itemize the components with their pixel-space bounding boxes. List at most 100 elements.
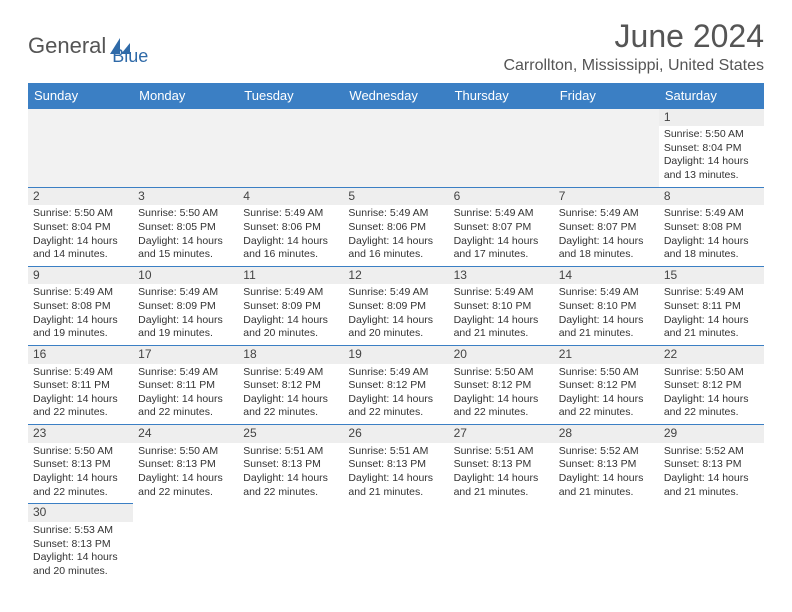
calendar-day-cell: 2Sunrise: 5:50 AMSunset: 8:04 PMDaylight… <box>28 187 133 266</box>
day-details: Sunrise: 5:49 AMSunset: 8:12 PMDaylight:… <box>348 366 443 421</box>
header: General Blue June 2024 Carrollton, Missi… <box>28 18 764 75</box>
day-details: Sunrise: 5:50 AMSunset: 8:12 PMDaylight:… <box>664 366 759 421</box>
day-number: 17 <box>133 346 238 364</box>
day-number: 18 <box>238 346 343 364</box>
day-number: 16 <box>28 346 133 364</box>
calendar-body: 1Sunrise: 5:50 AMSunset: 8:04 PMDaylight… <box>28 109 764 583</box>
logo: General Blue <box>28 24 148 67</box>
day-details: Sunrise: 5:50 AMSunset: 8:05 PMDaylight:… <box>138 207 233 262</box>
calendar-empty-cell <box>554 504 659 583</box>
day-details: Sunrise: 5:50 AMSunset: 8:12 PMDaylight:… <box>559 366 654 421</box>
calendar-empty-cell <box>343 109 448 188</box>
calendar-day-cell: 5Sunrise: 5:49 AMSunset: 8:06 PMDaylight… <box>343 187 448 266</box>
day-number: 30 <box>28 504 133 522</box>
day-details: Sunrise: 5:49 AMSunset: 8:07 PMDaylight:… <box>559 207 654 262</box>
logo-text-general: General <box>28 33 106 59</box>
day-number: 29 <box>659 425 764 443</box>
calendar-day-cell: 27 Sunrise: 5:51 AMSunset: 8:13 PMDayligh… <box>449 425 554 504</box>
day-details: Sunrise: 5:49 AMSunset: 8:11 PMDaylight:… <box>138 366 233 421</box>
day-details: Sunrise: 5:50 AMSunset: 8:13 PMDaylight:… <box>33 445 128 500</box>
title-block: June 2024 Carrollton, Mississippi, Unite… <box>503 18 764 75</box>
calendar-day-cell: 18 Sunrise: 5:49 AMSunset: 8:12 PMDayligh… <box>238 345 343 424</box>
calendar-empty-cell <box>659 504 764 583</box>
day-details: Sunrise: 5:49 AMSunset: 8:09 PMDaylight:… <box>348 286 443 341</box>
calendar-day-cell: 20 Sunrise: 5:50 AMSunset: 8:12 PMDayligh… <box>449 345 554 424</box>
day-details: Sunrise: 5:49 AMSunset: 8:09 PMDaylight:… <box>138 286 233 341</box>
day-details: Sunrise: 5:50 AMSunset: 8:12 PMDaylight:… <box>454 366 549 421</box>
day-details: Sunrise: 5:51 AMSunset: 8:13 PMDaylight:… <box>454 445 549 500</box>
calendar-empty-cell <box>238 504 343 583</box>
weekday-header-row: SundayMondayTuesdayWednesdayThursdayFrid… <box>28 83 764 109</box>
calendar-day-cell: 6Sunrise: 5:49 AMSunset: 8:07 PMDaylight… <box>449 187 554 266</box>
day-details: Sunrise: 5:49 AMSunset: 8:12 PMDaylight:… <box>243 366 338 421</box>
day-details: Sunrise: 5:51 AMSunset: 8:13 PMDaylight:… <box>348 445 443 500</box>
calendar-day-cell: 30 Sunrise: 5:53 AMSunset: 8:13 PMDayligh… <box>28 504 133 583</box>
day-number: 20 <box>449 346 554 364</box>
day-number: 15 <box>659 267 764 285</box>
day-number: 27 <box>449 425 554 443</box>
day-number: 9 <box>28 267 133 285</box>
day-details: Sunrise: 5:49 AMSunset: 8:08 PMDaylight:… <box>664 207 759 262</box>
calendar-day-cell: 16 Sunrise: 5:49 AMSunset: 8:11 PMDayligh… <box>28 345 133 424</box>
day-number: 11 <box>238 267 343 285</box>
calendar-day-cell: 29 Sunrise: 5:52 AMSunset: 8:13 PMDayligh… <box>659 425 764 504</box>
calendar-day-cell: 3Sunrise: 5:50 AMSunset: 8:05 PMDaylight… <box>133 187 238 266</box>
weekday-header: Sunday <box>28 83 133 109</box>
calendar-day-cell: 28Sunrise: 5:52 AMSunset: 8:13 PMDayligh… <box>554 425 659 504</box>
day-number: 24 <box>133 425 238 443</box>
day-details: Sunrise: 5:49 AMSunset: 8:06 PMDaylight:… <box>243 207 338 262</box>
day-number: 8 <box>659 188 764 206</box>
calendar-day-cell: 15Sunrise: 5:49 AMSunset: 8:11 PMDayligh… <box>659 266 764 345</box>
day-number: 3 <box>133 188 238 206</box>
calendar-week-row: 2Sunrise: 5:50 AMSunset: 8:04 PMDaylight… <box>28 187 764 266</box>
calendar-table: SundayMondayTuesdayWednesdayThursdayFrid… <box>28 83 764 582</box>
calendar-day-cell: 24 Sunrise: 5:50 AMSunset: 8:13 PMDayligh… <box>133 425 238 504</box>
weekday-header: Wednesday <box>343 83 448 109</box>
calendar-empty-cell <box>133 109 238 188</box>
calendar-empty-cell <box>28 109 133 188</box>
calendar-day-cell: 14Sunrise: 5:49 AMSunset: 8:10 PMDayligh… <box>554 266 659 345</box>
calendar-empty-cell <box>133 504 238 583</box>
weekday-header: Tuesday <box>238 83 343 109</box>
calendar-week-row: 16 Sunrise: 5:49 AMSunset: 8:11 PMDayligh… <box>28 345 764 424</box>
calendar-day-cell: 26Sunrise: 5:51 AMSunset: 8:13 PMDayligh… <box>343 425 448 504</box>
location-text: Carrollton, Mississippi, United States <box>503 57 764 75</box>
day-details: Sunrise: 5:50 AMSunset: 8:13 PMDaylight:… <box>138 445 233 500</box>
weekday-header: Saturday <box>659 83 764 109</box>
calendar-empty-cell <box>449 504 554 583</box>
calendar-day-cell: 4Sunrise: 5:49 AMSunset: 8:06 PMDaylight… <box>238 187 343 266</box>
day-details: Sunrise: 5:52 AMSunset: 8:13 PMDaylight:… <box>559 445 654 500</box>
calendar-day-cell: 23 Sunrise: 5:50 AMSunset: 8:13 PMDayligh… <box>28 425 133 504</box>
day-details: Sunrise: 5:49 AMSunset: 8:07 PMDaylight:… <box>454 207 549 262</box>
day-details: Sunrise: 5:49 AMSunset: 8:11 PMDaylight:… <box>33 366 128 421</box>
calendar-week-row: 1Sunrise: 5:50 AMSunset: 8:04 PMDaylight… <box>28 109 764 188</box>
day-number: 19 <box>343 346 448 364</box>
month-title: June 2024 <box>503 18 764 55</box>
calendar-week-row: 23 Sunrise: 5:50 AMSunset: 8:13 PMDayligh… <box>28 425 764 504</box>
day-details: Sunrise: 5:49 AMSunset: 8:10 PMDaylight:… <box>454 286 549 341</box>
day-details: Sunrise: 5:49 AMSunset: 8:11 PMDaylight:… <box>664 286 759 341</box>
day-number: 1 <box>659 109 764 127</box>
calendar-empty-cell <box>343 504 448 583</box>
calendar-day-cell: 21 Sunrise: 5:50 AMSunset: 8:12 PMDayligh… <box>554 345 659 424</box>
day-number: 2 <box>28 188 133 206</box>
calendar-day-cell: 9Sunrise: 5:49 AMSunset: 8:08 PMDaylight… <box>28 266 133 345</box>
day-details: Sunrise: 5:52 AMSunset: 8:13 PMDaylight:… <box>664 445 759 500</box>
calendar-day-cell: 11Sunrise: 5:49 AMSunset: 8:09 PMDayligh… <box>238 266 343 345</box>
day-details: Sunrise: 5:50 AMSunset: 8:04 PMDaylight:… <box>664 128 759 183</box>
day-number: 12 <box>343 267 448 285</box>
day-number: 13 <box>449 267 554 285</box>
day-number: 7 <box>554 188 659 206</box>
calendar-day-cell: 19 Sunrise: 5:49 AMSunset: 8:12 PMDayligh… <box>343 345 448 424</box>
calendar-day-cell: 12Sunrise: 5:49 AMSunset: 8:09 PMDayligh… <box>343 266 448 345</box>
day-details: Sunrise: 5:49 AMSunset: 8:08 PMDaylight:… <box>33 286 128 341</box>
calendar-day-cell: 7Sunrise: 5:49 AMSunset: 8:07 PMDaylight… <box>554 187 659 266</box>
day-number: 21 <box>554 346 659 364</box>
calendar-day-cell: 8Sunrise: 5:49 AMSunset: 8:08 PMDaylight… <box>659 187 764 266</box>
calendar-empty-cell <box>554 109 659 188</box>
day-number: 23 <box>28 425 133 443</box>
day-details: Sunrise: 5:49 AMSunset: 8:10 PMDaylight:… <box>559 286 654 341</box>
calendar-day-cell: 25Sunrise: 5:51 AMSunset: 8:13 PMDayligh… <box>238 425 343 504</box>
day-details: Sunrise: 5:53 AMSunset: 8:13 PMDaylight:… <box>33 524 128 579</box>
day-number: 14 <box>554 267 659 285</box>
